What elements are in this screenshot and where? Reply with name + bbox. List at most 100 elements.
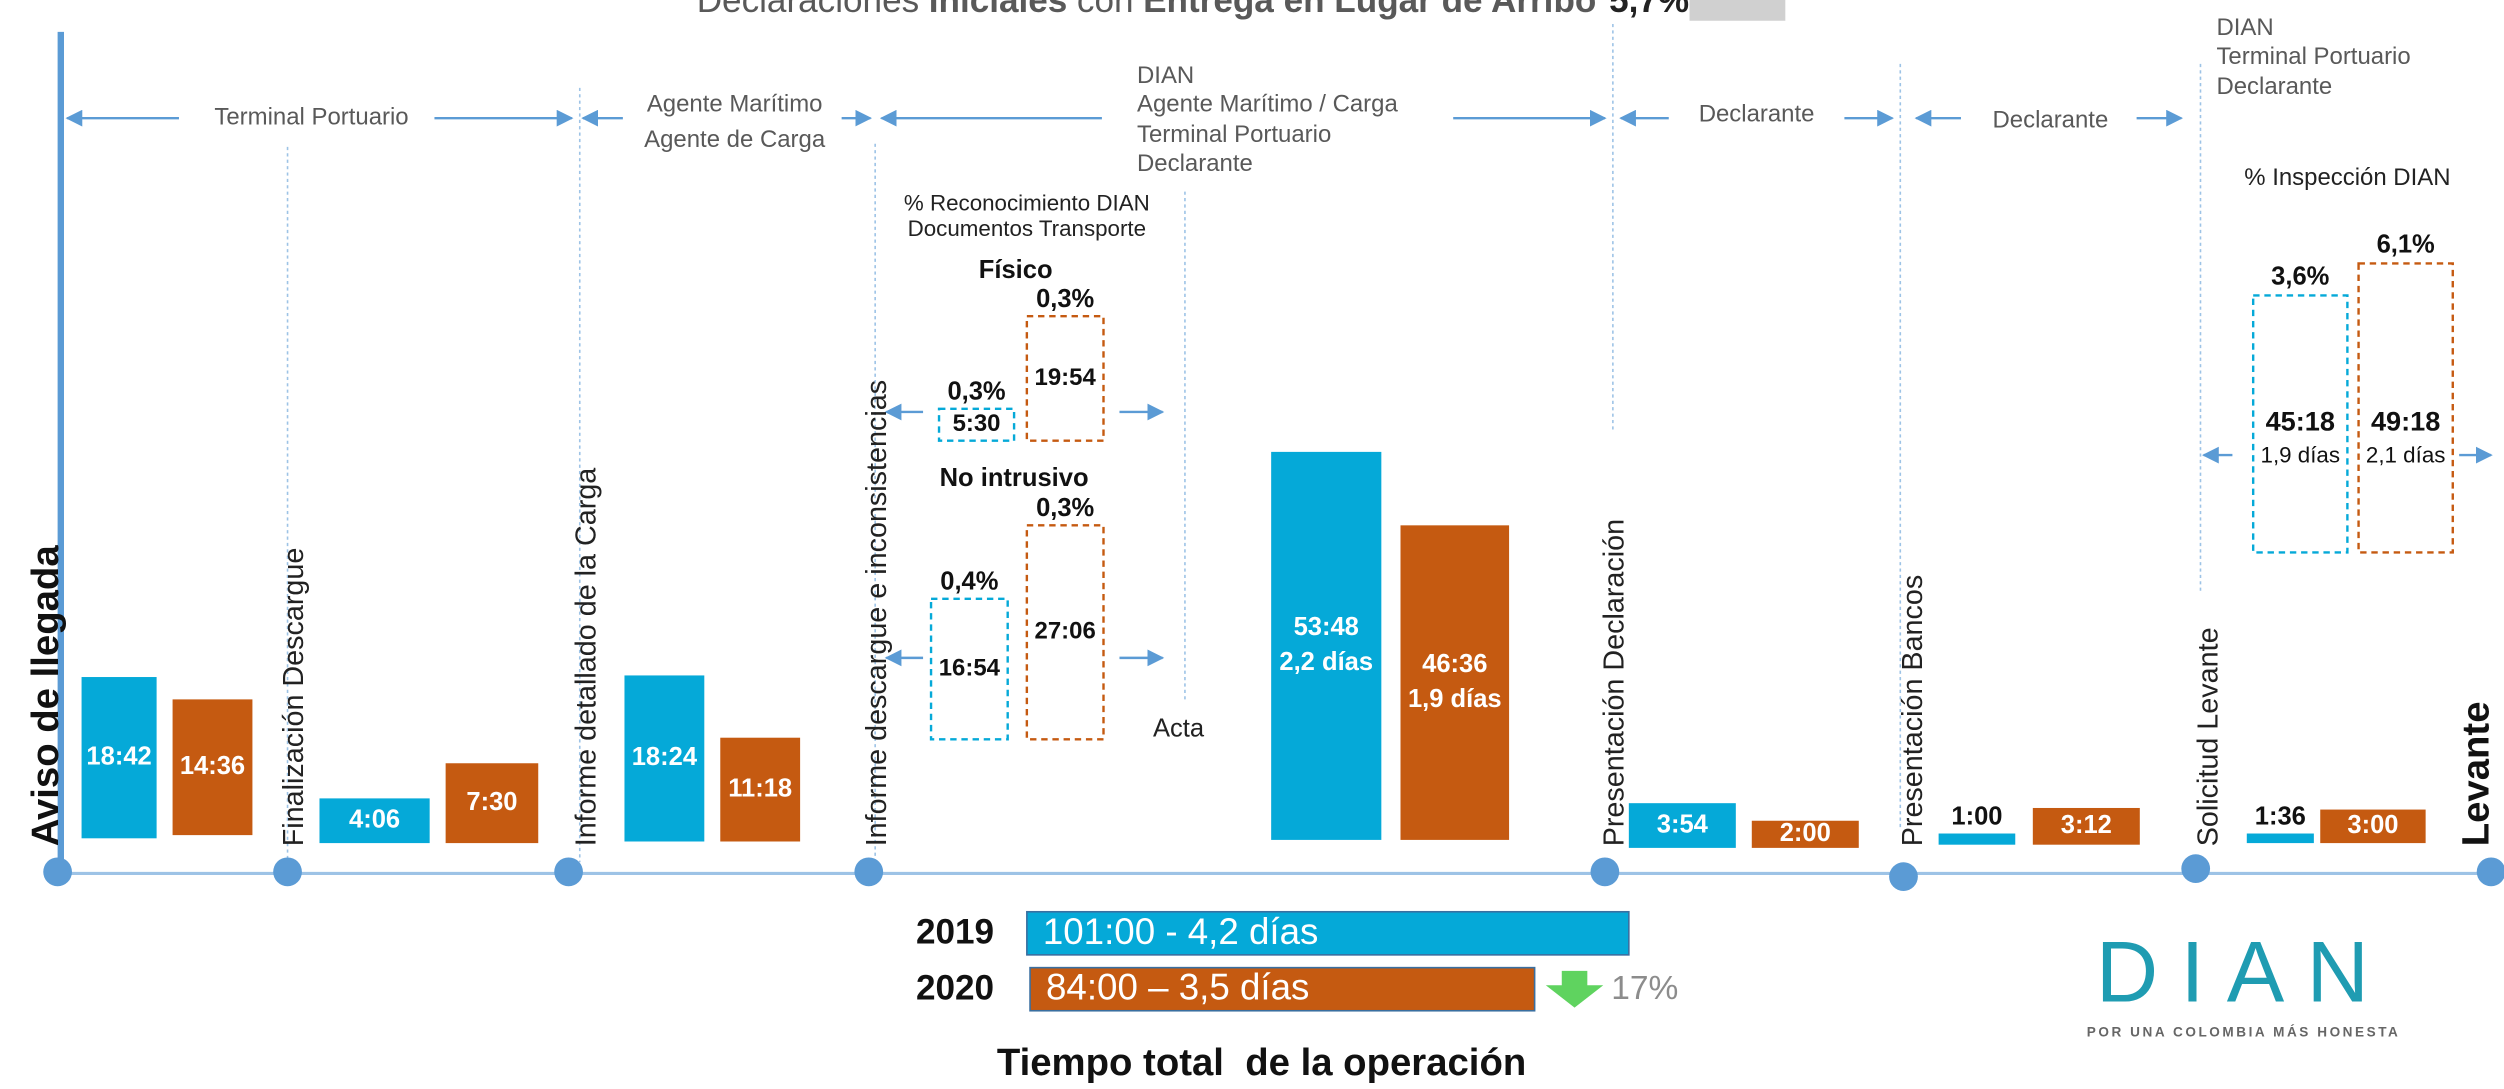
- time-label: 27:06: [1035, 618, 1096, 645]
- bar: [319, 798, 430, 844]
- bar: [445, 763, 539, 844]
- actor-label: Declarante: [1137, 150, 1253, 177]
- actor-label: Declarante: [2216, 73, 2332, 100]
- acta-label: Acta: [1153, 714, 1205, 742]
- title-part: Iniciales: [929, 0, 1068, 20]
- bar: [1751, 820, 1859, 848]
- recognition-title: % Reconocimiento DIAN: [904, 190, 1150, 215]
- title: Declaraciones Iniciales con Entrega en Luga…: [697, 0, 1689, 20]
- milestone-label: Finalización Descargue: [278, 548, 310, 847]
- bar: [2246, 833, 2314, 844]
- milestone-label: Solicitud Levante: [2193, 627, 2225, 846]
- time-label: 49:18: [2371, 405, 2440, 436]
- days-label: 1,9 días: [2261, 443, 2341, 468]
- change-label: 17%: [1611, 970, 1678, 1007]
- bar-label: 18:42: [86, 742, 151, 770]
- milestone-dot: [2476, 857, 2504, 887]
- logo: DIAN: [2096, 925, 2391, 1021]
- dashed-box: [1025, 524, 1105, 741]
- milestone-dot: [854, 857, 884, 887]
- bar: [2320, 809, 2426, 844]
- dashed-box: [2251, 294, 2349, 554]
- percent-label: 0,3%: [1036, 494, 1094, 522]
- dashed-box: [937, 407, 1016, 442]
- recognition-title: Documentos Transporte: [908, 216, 1146, 241]
- year-label: 2019: [916, 912, 994, 951]
- milestone-label: Presentación Bancos: [1897, 575, 1929, 847]
- caption: Tiempo total de la operación: [997, 1041, 1526, 1084]
- title-part: Declaraciones: [697, 0, 919, 20]
- bar-label: 11:18: [728, 774, 792, 802]
- milestone-label: Levante: [2454, 701, 2497, 846]
- actor-label: Terminal Portuario: [2216, 43, 2410, 70]
- year-label: 2020: [916, 968, 994, 1007]
- percent-label: 0,3%: [1036, 285, 1094, 313]
- percent-label: 3,6%: [2271, 263, 2329, 291]
- bar: [1628, 803, 1736, 848]
- milestone-dot: [43, 857, 72, 887]
- bar: [624, 675, 705, 842]
- actor-label: Declarante: [1993, 107, 2109, 134]
- bar-label: 3:00: [2347, 811, 2398, 839]
- bar: [1400, 525, 1510, 840]
- actor-label: Agente de Carga: [644, 126, 826, 153]
- actor-label: DIAN: [2216, 14, 2273, 41]
- milestone-label: Presentación Declaración: [1599, 519, 1631, 846]
- time-label: 5:30: [953, 410, 1001, 437]
- rate-highlight: [1689, 0, 1786, 21]
- actor-label: Agente Marítimo: [647, 91, 823, 118]
- total-bar: [1029, 966, 1536, 1012]
- group-label: No intrusivo: [940, 464, 1089, 492]
- bar: [1938, 833, 2016, 845]
- title-part: con: [1077, 0, 1134, 20]
- percent-label: 0,4%: [940, 568, 998, 596]
- percent-label: 0,3%: [947, 378, 1005, 406]
- bar-label: 1:36: [2255, 802, 2306, 830]
- actor-label: Terminal Portuario: [214, 103, 408, 130]
- bar-label: 7:30: [466, 788, 517, 816]
- actor-label: Agente Marítimo / Carga: [1137, 91, 1398, 118]
- dashed-box: [929, 597, 1009, 741]
- time-label: 45:18: [2266, 405, 2335, 436]
- milestone-label: Aviso de llegada: [24, 545, 67, 847]
- bar: [81, 677, 157, 839]
- group-label: Físico: [979, 256, 1053, 284]
- logo-tagline: POR UNA COLOMBIA MÁS HONESTA: [2087, 1025, 2401, 1040]
- title-part: 5,7%: [1609, 0, 1689, 20]
- percent-label: 6,1%: [2377, 231, 2435, 259]
- bar-label: 3:54: [1657, 810, 1709, 838]
- milestone-dot: [554, 857, 583, 887]
- inspection-title: % Inspección DIAN: [2244, 164, 2450, 191]
- bar: [2032, 807, 2140, 845]
- milestone-label: Informe detallado de la Carga: [570, 468, 602, 847]
- milestone-dot: [1590, 857, 1620, 887]
- bar: [1271, 451, 1382, 840]
- actor-label: Declarante: [1699, 100, 1815, 127]
- actor-label: Terminal Portuario: [1137, 121, 1331, 148]
- bar-label: 3:12: [2061, 811, 2112, 839]
- days-label: 2,1 días: [2366, 443, 2446, 468]
- bar-label: 53:48: [1294, 613, 1359, 641]
- title-part: Entrega en Lugar de Arribo: [1143, 0, 1596, 20]
- time-label: 19:54: [1035, 364, 1097, 391]
- bar: [172, 699, 253, 836]
- total-label: 84:00 – 3,5 días: [1046, 967, 1309, 1008]
- milestone-dot: [273, 857, 302, 887]
- milestone-dot: [1889, 862, 1918, 891]
- bar: [720, 737, 801, 842]
- total-label: 101:00 - 4,2 días: [1043, 911, 1319, 952]
- dashed-box: [1025, 314, 1105, 442]
- bar-label: 1,9 días: [1408, 685, 1502, 713]
- dashed-box: [2357, 262, 2454, 554]
- bar-label: 18:24: [632, 743, 698, 771]
- decrease-arrow: [1545, 970, 1604, 1008]
- bar-label: 1:00: [1951, 802, 2002, 830]
- time-label: 16:54: [939, 654, 1001, 681]
- bar-label: 14:36: [180, 752, 245, 780]
- bar-label: 2:00: [1780, 819, 1831, 847]
- actor-label: DIAN: [1137, 62, 1194, 89]
- bar-label: 2,2 días: [1279, 648, 1373, 676]
- milestone-label: Informe descargue e inconsistencias: [861, 380, 893, 846]
